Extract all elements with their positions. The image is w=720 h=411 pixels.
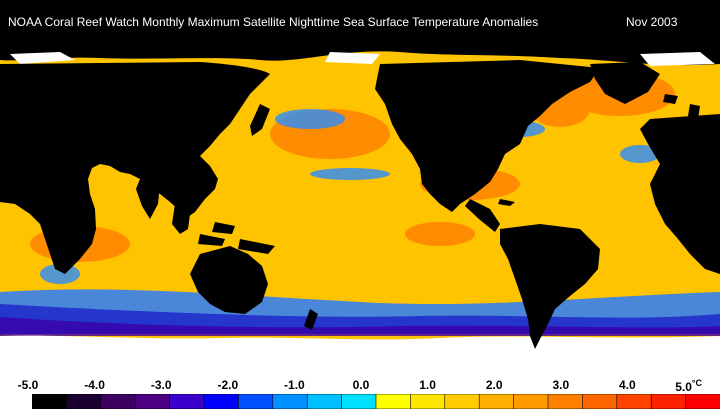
sst-anomaly-map: [0, 34, 720, 370]
south-america-landmass: [500, 224, 600, 349]
colorbar-tick-label: -2.0: [217, 378, 239, 392]
colorbar-swatch: [169, 394, 205, 409]
colorbar-swatch: [616, 394, 652, 409]
north-america-landmass: [375, 60, 600, 212]
land-masses: [0, 60, 720, 349]
eurasia-africa-landmass: [0, 62, 270, 274]
colorbar-swatch: [650, 394, 687, 409]
arctic-region: [0, 34, 720, 66]
arctic-sea-ice: [10, 52, 715, 66]
colorbar-tick-label: 0.0: [352, 378, 370, 392]
cool-anomaly-regions: [40, 109, 660, 284]
colorbar-tick-label: -1.0: [284, 378, 305, 392]
map-date: Nov 2003: [626, 15, 678, 29]
colorbar-swatch: [203, 394, 240, 409]
colorbar-tick-label: 1.0: [419, 378, 436, 392]
colorbar-swatch: [685, 394, 720, 409]
colorbar-tick-label: -3.0: [150, 378, 172, 392]
colorbar-swatch: [410, 394, 446, 409]
colorbar-tick-label: 3.0: [552, 378, 570, 392]
colorbar-swatch: [272, 394, 309, 409]
colorbar-swatch: [66, 394, 102, 409]
map-title: NOAA Coral Reef Watch Monthly Maximum Sa…: [8, 15, 539, 29]
colorbar-swatch: [100, 394, 137, 409]
colorbar-tick-label: 2.0: [485, 378, 503, 392]
colorbar-tick-label: 4.0: [619, 378, 636, 392]
title-bar: NOAA Coral Reef Watch Monthly Maximum Sa…: [0, 0, 720, 34]
colorbar-swatch: [341, 394, 377, 409]
colorbar-swatch: [32, 394, 68, 409]
colorbar-swatch: [375, 394, 412, 409]
colorbar-swatch: [306, 394, 343, 409]
colorbar-swatch: [134, 394, 171, 409]
colorbar-swatch: [513, 394, 549, 409]
antarctic-sea-ice: [0, 335, 720, 370]
colorbar-swatch: [582, 394, 618, 409]
colorbar-tick-label: -5.0: [17, 378, 39, 392]
colorbar-swatch: [547, 394, 584, 409]
australia-landmass: [190, 246, 268, 314]
colorbar-tick-label: 5.0°C: [675, 378, 703, 394]
colorbar-swatch: [238, 394, 274, 409]
europe-africa-edge: [640, 114, 720, 274]
colorbar-swatch: [478, 394, 515, 409]
colorbar-swatch: [444, 394, 480, 409]
colorbar: [32, 394, 720, 409]
colorbar-labels: -5.0 -4.0 -3.0 -2.0 -1.0 0.0 1.0 2.0 3.0 4.0 5.0°C: [0, 378, 720, 394]
colorbar-unit: °C: [691, 378, 703, 388]
colorbar-tick-label: -4.0: [84, 378, 105, 392]
